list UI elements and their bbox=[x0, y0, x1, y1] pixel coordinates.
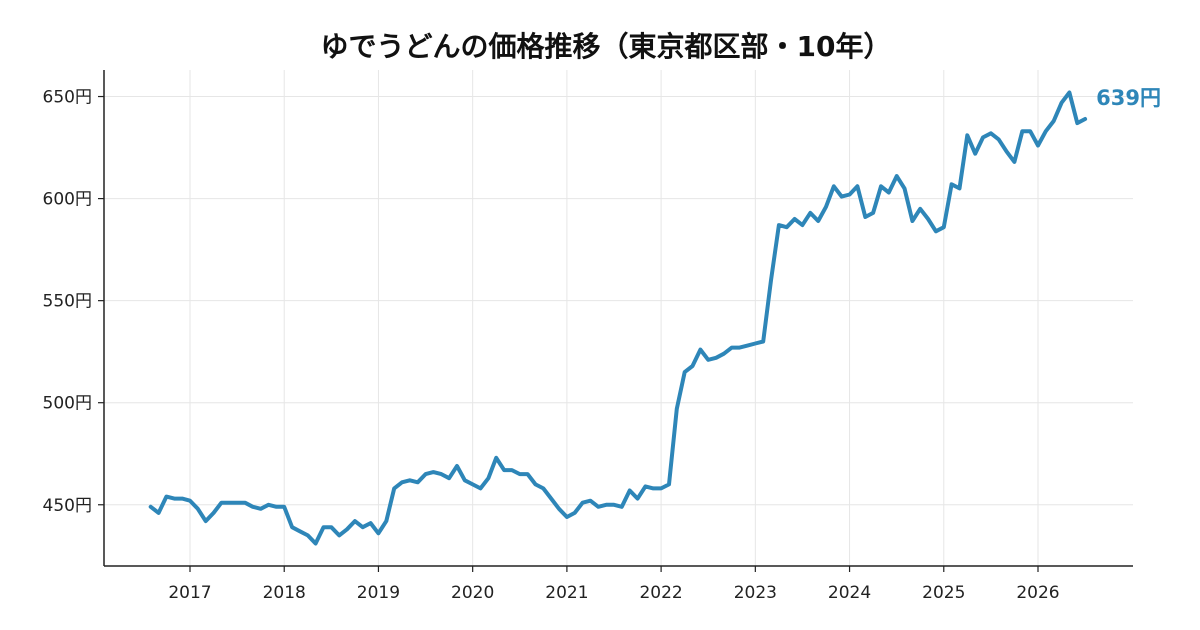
x-tick-label: 2023 bbox=[734, 583, 777, 603]
x-tick-label: 2017 bbox=[168, 583, 211, 603]
y-tick-label: 500円 bbox=[43, 394, 92, 414]
y-tick-label: 450円 bbox=[43, 496, 92, 516]
y-tick-label: 600円 bbox=[43, 190, 92, 210]
y-tick-label: 650円 bbox=[43, 88, 92, 108]
x-tick-label: 2022 bbox=[639, 583, 682, 603]
x-tick-label: 2021 bbox=[545, 583, 588, 603]
end-value-label: 639円 bbox=[1096, 86, 1161, 110]
grid bbox=[104, 70, 1133, 566]
x-tick-label: 2026 bbox=[1016, 583, 1059, 603]
y-axis-ticks: 450円 500円 550円 600円 650円 bbox=[43, 88, 104, 516]
x-tick-label: 2025 bbox=[922, 583, 965, 603]
y-tick-label: 550円 bbox=[43, 292, 92, 312]
x-tick-label: 2019 bbox=[357, 583, 400, 603]
x-axis-ticks: 2017 2018 2019 2020 2021 2022 2023 2024 2025 2026 bbox=[168, 566, 1060, 603]
series-line-price bbox=[148, 90, 1088, 546]
x-tick-label: 2024 bbox=[828, 583, 871, 603]
axes bbox=[103, 70, 1133, 567]
x-tick-label: 2018 bbox=[263, 583, 306, 603]
x-tick-label: 2020 bbox=[451, 583, 494, 603]
chart-title: ゆでうどんの価格推移（東京都区部・10年） bbox=[321, 30, 892, 63]
